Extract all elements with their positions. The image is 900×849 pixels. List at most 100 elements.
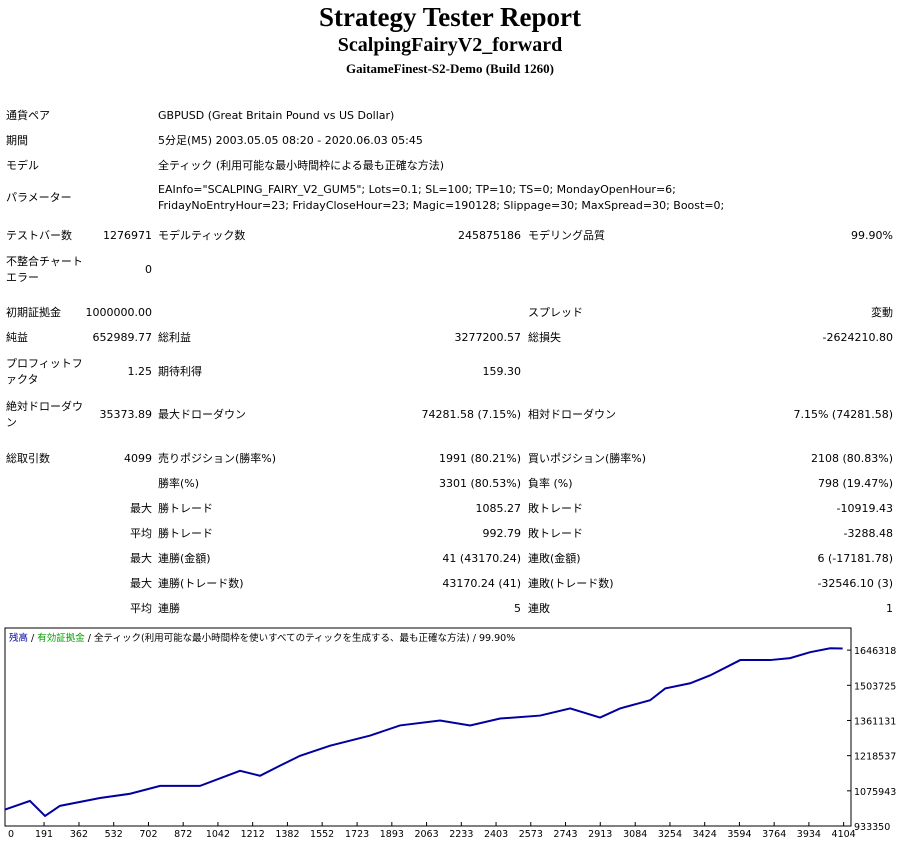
value: -3288.48 [843,527,893,540]
x-tick-label: 702 [139,829,157,840]
subtitle: ScalpingFairyV2_forward [337,34,563,56]
value: 変動 [871,306,893,319]
legend-item: / [28,633,37,644]
value: -10919.43 [836,502,893,515]
x-tick-label: 3934 [797,829,821,840]
legend-item: 99.90% [479,633,515,644]
y-tick-label: 1503725 [854,681,896,692]
x-tick-label: 3764 [762,829,786,840]
value: 平均 [130,602,152,615]
label: パラメーター [6,191,72,204]
legend-item: 残高 [9,632,28,644]
label: 連勝(金額) [158,552,211,565]
label: 負率 (%) [528,477,573,490]
label: 総取引数 [6,452,50,465]
x-tick-label: 2403 [484,829,508,840]
x-tick-label: 2063 [414,829,438,840]
label: 勝トレード [158,527,213,540]
x-tick-label: 3594 [727,829,751,840]
label: 連敗(金額) [528,552,581,565]
x-tick-label: 362 [70,829,88,840]
label: スプレッド [528,306,583,319]
label: 通貨ペア [6,109,50,122]
y-tick-label: 1218537 [854,752,896,763]
label: モデルティック数 [158,229,246,242]
legend-item: / [85,633,94,644]
value: -2624210.80 [822,331,893,344]
value: 平均 [130,527,152,540]
label: 最大ドローダウン [158,408,246,421]
label: 敗トレード [528,502,583,515]
label: 連勝 [158,602,180,615]
y-tick-label: 1361131 [854,716,896,727]
legend: 残高 / 有効証拠金 / 全ティック(利用可能な最小時間枠を使いすべてのティック… [9,632,515,644]
value: 1991 (80.21%) [438,452,521,465]
value: 最大 [130,502,152,515]
value: 5 [514,602,521,615]
x-tick-label: 2573 [519,829,543,840]
value: 6 (-17181.78) [817,552,893,565]
legend-item: 全ティック(利用可能な最小時間枠を使いすべてのティックを生成する、最も正確な方法… [94,632,470,644]
label: 連敗 [528,602,550,615]
value: 41 (43170.24) [442,552,521,565]
server: GaitameFinest-S2-Demo (Build 1260) [346,61,554,76]
x-tick-label: 191 [35,829,53,840]
x-tick-label: 0 [8,829,14,840]
value: 1085.27 [475,502,522,515]
value: 99.90% [851,229,893,242]
value: 652989.77 [92,331,153,344]
value: 3277200.57 [454,331,521,344]
value: 1276971 [103,229,152,242]
x-tick-label: 872 [174,829,192,840]
label: 売りポジション(勝率%) [158,452,277,465]
label: 純益 [6,331,28,344]
value: 4099 [124,452,152,465]
x-tick-label: 3084 [623,829,647,840]
label: 総損失 [528,331,561,344]
label: 不整合チャートエラー [6,255,83,284]
x-tick-label: 532 [105,829,123,840]
value: 1.25 [127,365,153,378]
x-tick-label: 1552 [310,829,334,840]
label: 絶対ドローダウン [6,400,83,429]
x-tick-label: 1042 [206,829,230,840]
value: 最大 [130,552,152,565]
label: 全ティック (利用可能な最小時間枠による最も正確な方法) [158,159,445,172]
x-tick-label: 2233 [449,829,473,840]
title: Strategy Tester Report [319,2,581,32]
value: 7.15% (74281.58) [793,408,893,421]
value: 245875186 [458,229,521,242]
x-tick-label: 1893 [380,829,404,840]
value: 43170.24 (41) [442,577,521,590]
label: 勝率(%) [158,477,200,490]
x-tick-label: 3254 [658,829,682,840]
label: 連敗(トレード数) [528,577,614,590]
value: -32546.10 (3) [817,577,893,590]
value: 74281.58 (7.15%) [421,408,521,421]
value: 35373.89 [99,408,153,421]
value: 992.79 [482,527,522,540]
x-tick-label: 1212 [241,829,265,840]
label: 連勝(トレード数) [158,577,244,590]
x-tick-label: 4104 [832,829,856,840]
label: プロフィットファクタ [6,357,83,386]
x-tick-label: 2743 [553,829,577,840]
label: GBPUSD (Great Britain Pound vs US Dollar… [158,109,395,122]
value: 2108 (80.83%) [810,452,893,465]
y-tick-label: 1075943 [854,787,896,798]
label: モデル [6,159,39,172]
label: 初期証拠金 [6,306,61,319]
x-tick-label: 3424 [693,829,717,840]
label: モデリング品質 [528,229,605,242]
label: 期待利得 [158,365,202,378]
label: 勝トレード [158,502,213,515]
label: 総利益 [158,331,191,344]
plot-frame [4,627,852,827]
label: 期間 [6,134,28,147]
legend-item: / [470,633,479,644]
label: 5分足(M5) 2003.05.05 08:20 - 2020.06.03 05… [158,134,423,147]
value: 3301 (80.53%) [438,477,521,490]
x-tick-label: 1382 [275,829,299,840]
